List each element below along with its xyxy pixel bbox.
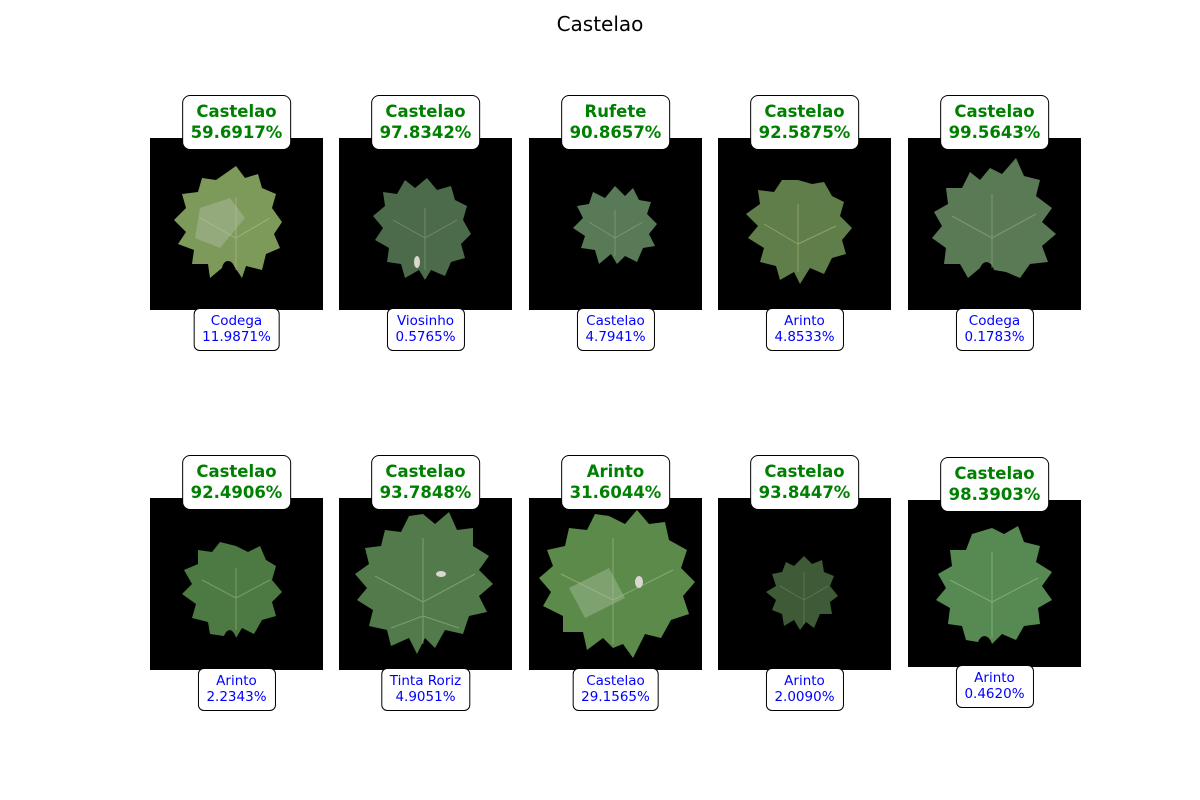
second-prediction-percent: 4.7941% — [585, 329, 646, 345]
second-prediction-class: Tinta Roriz — [389, 673, 462, 689]
leaf-panel: Castelao 97.8342% Viosinho 0.5765% — [339, 95, 512, 351]
leaf-panel: Castelao 59.6917% Codega 11.9871% — [150, 95, 323, 351]
top-prediction-label: Castelao 93.8447% — [749, 455, 860, 510]
top-prediction-percent: 93.7848% — [379, 483, 472, 502]
top-prediction-label: Castelao 97.8342% — [370, 95, 481, 150]
top-prediction-label: Castelao 59.6917% — [181, 95, 292, 150]
second-prediction-label: Viosinho 0.5765% — [386, 308, 465, 351]
leaf-panel: Castelao 93.8447% Arinto 2.0090% — [718, 455, 891, 711]
top-prediction-percent: 98.3903% — [948, 485, 1041, 504]
second-prediction-label: Castelao 29.1565% — [572, 668, 659, 711]
leaf-panel: Castelao 98.3903% Arinto 0.4620% — [908, 457, 1081, 708]
top-prediction-class: Castelao — [385, 462, 466, 481]
leaf-panel: Rufete 90.8657% Castelao 4.7941% — [529, 95, 702, 351]
top-prediction-percent: 93.8447% — [758, 483, 851, 502]
second-prediction-class: Codega — [968, 313, 1021, 329]
second-prediction-percent: 0.1783% — [964, 329, 1025, 345]
leaf-image — [539, 510, 695, 658]
second-prediction-class: Codega — [210, 313, 263, 329]
top-prediction-label: Castelao 92.4906% — [181, 455, 292, 510]
second-prediction-percent: 0.4620% — [964, 686, 1025, 702]
top-prediction-percent: 59.6917% — [190, 123, 283, 142]
second-prediction-percent: 11.9871% — [202, 329, 271, 345]
leaf-image — [174, 166, 282, 278]
top-prediction-class: Castelao — [764, 102, 845, 121]
second-prediction-class: Arinto — [974, 670, 1015, 686]
leaf-image — [766, 556, 838, 630]
leaf-panel: Arinto 31.6044% Castelao 29.1565% — [529, 455, 702, 711]
second-prediction-percent: 2.0090% — [774, 689, 835, 705]
second-prediction-class: Castelao — [586, 673, 645, 689]
top-prediction-label: Castelao 93.7848% — [370, 455, 481, 510]
second-prediction-class: Arinto — [216, 673, 257, 689]
second-prediction-label: Arinto 2.2343% — [197, 668, 276, 711]
leaf-image — [746, 180, 852, 284]
top-prediction-class: Castelao — [954, 464, 1035, 483]
second-prediction-label: Castelao 4.7941% — [576, 308, 655, 351]
leaf-panel: Castelao 93.7848% Tinta Roriz 4.9051% — [339, 455, 512, 711]
top-prediction-percent: 31.6044% — [569, 483, 662, 502]
top-prediction-class: Castelao — [196, 462, 277, 481]
top-prediction-class: Castelao — [954, 102, 1035, 121]
top-prediction-percent: 97.8342% — [379, 123, 472, 142]
leaf-image — [936, 526, 1052, 644]
top-prediction-label: Castelao 99.5643% — [939, 95, 1050, 150]
page-title: Castelao — [556, 12, 644, 36]
second-prediction-label: Codega 0.1783% — [955, 308, 1034, 351]
top-prediction-label: Arinto 31.6044% — [560, 455, 671, 510]
second-prediction-label: Arinto 4.8533% — [765, 308, 844, 351]
top-prediction-percent: 92.4906% — [190, 483, 283, 502]
top-prediction-class: Castelao — [196, 102, 277, 121]
second-prediction-label: Arinto 0.4620% — [955, 665, 1034, 708]
top-prediction-label: Castelao 98.3903% — [939, 457, 1050, 512]
second-prediction-class: Castelao — [586, 313, 645, 329]
leaf-image — [182, 542, 282, 638]
top-prediction-percent: 92.5875% — [758, 123, 851, 142]
leaf-panel: Castelao 92.5875% Arinto 4.8533% — [718, 95, 891, 351]
leaf-panel: Castelao 99.5643% Codega 0.1783% — [908, 95, 1081, 351]
second-prediction-label: Tinta Roriz 4.9051% — [380, 668, 471, 711]
leaf-image — [355, 512, 493, 654]
second-prediction-class: Viosinho — [396, 313, 455, 329]
leaf-panel: Castelao 92.4906% Arinto 2.2343% — [150, 455, 323, 711]
second-prediction-label: Codega 11.9871% — [193, 308, 280, 351]
second-prediction-percent: 2.2343% — [206, 689, 267, 705]
second-prediction-percent: 4.9051% — [395, 689, 456, 705]
top-prediction-label: Rufete 90.8657% — [560, 95, 671, 150]
top-prediction-label: Castelao 92.5875% — [749, 95, 860, 150]
leaf-image — [932, 158, 1056, 278]
second-prediction-percent: 4.8533% — [774, 329, 835, 345]
top-prediction-percent: 90.8657% — [569, 123, 662, 142]
leaf-image — [573, 186, 657, 264]
second-prediction-class: Arinto — [784, 313, 825, 329]
top-prediction-class: Rufete — [584, 102, 647, 121]
top-prediction-class: Arinto — [586, 462, 645, 481]
top-prediction-class: Castelao — [385, 102, 466, 121]
top-prediction-percent: 99.5643% — [948, 123, 1041, 142]
second-prediction-percent: 29.1565% — [581, 689, 650, 705]
second-prediction-percent: 0.5765% — [395, 329, 456, 345]
leaf-image — [373, 178, 471, 280]
second-prediction-class: Arinto — [784, 673, 825, 689]
top-prediction-class: Castelao — [764, 462, 845, 481]
second-prediction-label: Arinto 2.0090% — [765, 668, 844, 711]
